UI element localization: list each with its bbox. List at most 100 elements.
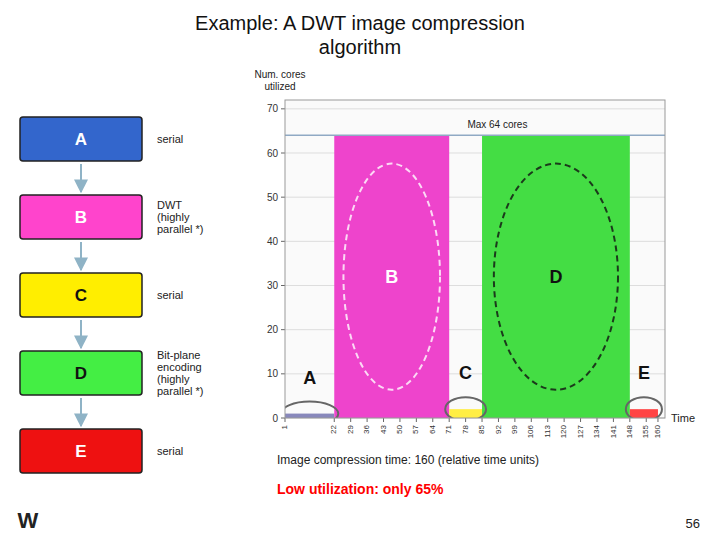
- text-line: parallel *): [157, 385, 203, 397]
- highlight-ellipse: [445, 397, 486, 418]
- x-tick-label: 1: [280, 424, 289, 429]
- x-tick: [613, 418, 614, 422]
- flow-step: [20, 429, 142, 473]
- flow-step: [20, 273, 142, 317]
- page: Example: A DWT image compressionalgorith…: [0, 0, 720, 540]
- x-tick: [498, 418, 499, 422]
- grid: [285, 109, 665, 418]
- y-tick: [281, 329, 285, 330]
- x-tick: [350, 418, 351, 422]
- footer-text: Low utilization: only 65%: [277, 481, 444, 497]
- flow-diagram: AserialBDWT(highlyparallel *)CserialDBit…: [20, 117, 203, 473]
- footer-text: Image compression time: 160 (relative ti…: [277, 453, 539, 467]
- page-number: 56: [686, 516, 700, 531]
- x-tick-label: 120: [559, 424, 568, 438]
- x-tick-label: 22: [329, 424, 338, 433]
- y-tick: [281, 108, 285, 109]
- text-line: serial: [157, 445, 183, 457]
- highlight-ellipse: [494, 164, 618, 390]
- flow-arrow: [80, 164, 82, 192]
- x-tick: [416, 418, 417, 422]
- text-line: serial: [157, 289, 183, 301]
- y-tick-label: 40: [267, 236, 279, 247]
- segment-label: E: [638, 363, 650, 383]
- plot-background: [285, 100, 665, 418]
- text-line: utilized: [264, 81, 295, 92]
- x-tick: [580, 418, 581, 422]
- flow-step: [20, 351, 142, 395]
- x-tick-label: 141: [609, 424, 618, 438]
- x-tick-label: 71: [444, 424, 453, 433]
- segment-bar: [449, 409, 482, 418]
- flow-step-label: D: [75, 364, 87, 383]
- x-tick: [646, 418, 647, 422]
- flow-step: [20, 195, 142, 239]
- y-tick: [281, 241, 285, 242]
- highlight-ellipse: [626, 397, 662, 418]
- x-tick-label: 148: [625, 424, 634, 438]
- flow-step-label: E: [75, 442, 86, 461]
- y-tick: [281, 373, 285, 374]
- flow-step-label: A: [75, 130, 87, 149]
- x-tick-label: 127: [576, 424, 585, 438]
- x-tick: [449, 418, 450, 422]
- flow-step-label: C: [75, 286, 87, 305]
- text-line: (highly: [157, 373, 190, 385]
- text-line: serial: [157, 133, 183, 145]
- x-tick: [629, 418, 630, 422]
- text-line: Num. cores: [254, 69, 305, 80]
- flow-step-note: Bit-planeencoding(highlyparallel *): [157, 349, 203, 397]
- segment-bar: [630, 409, 658, 418]
- x-tick: [334, 418, 335, 422]
- segment-label: C: [459, 363, 472, 383]
- flow-arrow: [80, 242, 82, 270]
- x-tick: [285, 418, 286, 422]
- text-line: parallel *): [157, 223, 203, 235]
- x-tick-label: 64: [428, 424, 437, 433]
- text-line: Bit-plane: [157, 349, 200, 361]
- flow-step: [20, 117, 142, 161]
- x-tick-label: 99: [510, 424, 519, 433]
- x-tick: [514, 418, 515, 422]
- y-tick-label: 50: [267, 192, 279, 203]
- x-tick: [547, 418, 548, 422]
- x-tick-label: 92: [494, 424, 503, 433]
- text-line: encoding: [157, 361, 202, 373]
- grid-line: [285, 108, 665, 109]
- x-tick: [596, 418, 597, 422]
- y-tick: [281, 285, 285, 286]
- x-tick: [432, 418, 433, 422]
- flow-arrow: [80, 398, 82, 426]
- y-tick-label: 10: [267, 368, 279, 379]
- plot-marks: [285, 135, 665, 418]
- segment-bar: [334, 135, 449, 418]
- x-tick-label: 106: [526, 424, 535, 438]
- y-tick: [281, 197, 285, 198]
- axes: 0102030405060701222936435057647178859299…: [267, 103, 662, 438]
- y-tick-label: 0: [272, 413, 278, 424]
- x-tick: [564, 418, 565, 422]
- x-tick: [399, 418, 400, 422]
- x-axis-label: Time: [671, 412, 695, 424]
- y-tick-label: 30: [267, 280, 279, 291]
- reference-line: [285, 135, 665, 137]
- segment-bar: [285, 414, 334, 418]
- x-tick-label: 29: [346, 424, 355, 433]
- y-tick-label: 60: [267, 148, 279, 159]
- y-tick: [281, 418, 285, 419]
- x-tick-label: 57: [411, 424, 420, 433]
- text-line: (highly: [157, 211, 190, 223]
- plot-frame: [285, 100, 665, 418]
- x-tick-label: 113: [543, 424, 552, 437]
- logo: W: [18, 508, 39, 533]
- y-axis-label: Num. coresutilized: [254, 69, 305, 92]
- text-line: DWT: [157, 199, 182, 211]
- x-tick-label: 43: [379, 424, 388, 433]
- x-tick: [465, 418, 466, 422]
- highlight-ellipse: [343, 164, 440, 390]
- x-tick: [482, 418, 483, 422]
- x-tick-label: 134: [592, 424, 601, 438]
- segment-bar: [482, 135, 630, 418]
- flow-step-note: serial: [157, 445, 183, 457]
- text-line: algorithm: [319, 36, 401, 58]
